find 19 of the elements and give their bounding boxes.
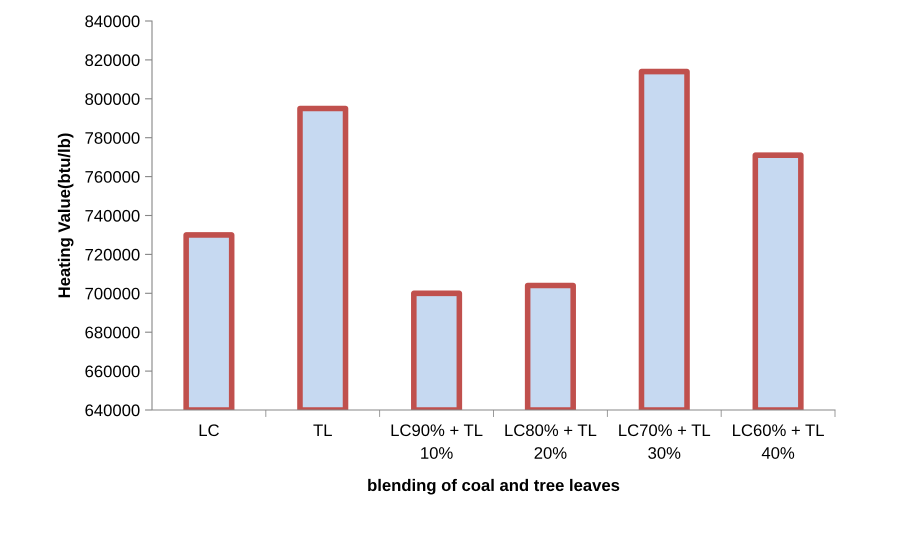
- y-tick-label: 820000: [85, 54, 140, 66]
- x-axis-title: blending of coal and tree leaves: [368, 478, 620, 494]
- x-tick-label: LC90% + TL 10%: [392, 424, 482, 459]
- x-tick-label: LC80% + TL 20%: [505, 424, 596, 459]
- y-tick-label: 640000: [85, 404, 140, 416]
- y-axis-title: Heating Value(btu/lb): [58, 133, 74, 298]
- y-tick-label: 780000: [85, 132, 140, 144]
- y-tick-label: 760000: [85, 171, 140, 183]
- y-tick-label: 700000: [85, 288, 140, 300]
- x-tick-label: LC: [200, 424, 219, 436]
- y-tick-label: 680000: [85, 326, 140, 338]
- x-tick-label: TL: [313, 424, 332, 436]
- y-tick-label: 800000: [85, 93, 140, 106]
- y-tick-label: 840000: [85, 15, 140, 28]
- x-tick-label: LC70% + TL 30%: [619, 424, 710, 459]
- y-tick-label: 740000: [85, 210, 140, 222]
- y-tick-label: 720000: [85, 248, 140, 261]
- x-tick-label: LC60% + TL 40%: [733, 424, 824, 459]
- y-tick-label: 660000: [85, 366, 140, 378]
